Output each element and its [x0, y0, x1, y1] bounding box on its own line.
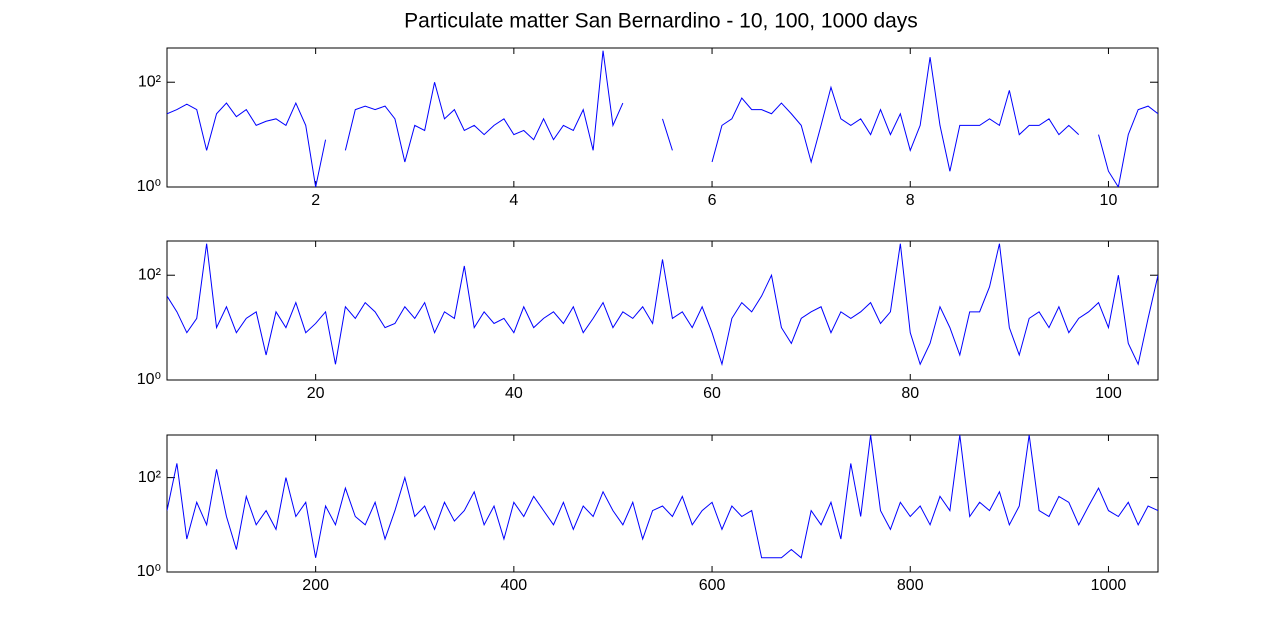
data-line	[167, 50, 1158, 187]
y-tick-label: 10²	[138, 266, 162, 283]
x-tick-label: 800	[897, 577, 924, 594]
plot-area	[166, 240, 1159, 381]
x-tick-label: 60	[703, 385, 721, 402]
x-tick-label: 100	[1095, 385, 1122, 402]
x-tick-label: 40	[505, 385, 523, 402]
x-tick-label: 8	[906, 192, 915, 209]
y-tick-label: 10⁰	[137, 371, 161, 388]
chart-title: Particulate matter San Bernardino - 10, …	[404, 10, 918, 33]
x-tick-label: 10	[1100, 192, 1118, 209]
x-tick-label: 200	[302, 577, 329, 594]
x-tick-label: 1000	[1091, 577, 1127, 594]
x-tick-label: 2	[311, 192, 320, 209]
data-line	[167, 435, 1158, 559]
plot-area	[166, 47, 1159, 188]
x-tick-label: 4	[509, 192, 518, 209]
plot-area	[166, 434, 1159, 573]
y-tick-label: 10²	[138, 73, 162, 90]
x-tick-label: 80	[901, 385, 919, 402]
y-tick-label: 10²	[138, 469, 162, 486]
x-tick-label: 600	[699, 577, 726, 594]
y-tick-label: 10⁰	[137, 563, 161, 580]
y-tick-label: 10⁰	[137, 178, 161, 195]
x-tick-label: 20	[307, 385, 325, 402]
data-line	[167, 243, 1158, 367]
x-tick-label: 6	[708, 192, 717, 209]
x-tick-label: 400	[500, 577, 527, 594]
